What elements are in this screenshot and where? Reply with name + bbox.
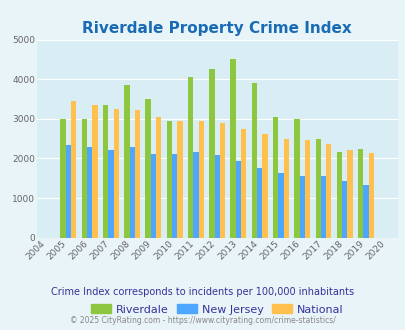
Bar [150, 154, 156, 238]
Bar [71, 101, 76, 238]
Bar [341, 182, 347, 238]
Bar [241, 129, 246, 238]
Bar [336, 152, 341, 238]
Bar [92, 105, 98, 238]
Bar [172, 154, 177, 238]
Bar [368, 153, 373, 238]
Bar [145, 99, 150, 238]
Bar [198, 121, 203, 238]
Bar [357, 148, 362, 238]
Bar [188, 77, 193, 238]
Bar [156, 117, 161, 238]
Bar [325, 144, 330, 238]
Bar [66, 145, 71, 238]
Bar [362, 185, 368, 238]
Bar [103, 105, 108, 238]
Bar [209, 69, 214, 238]
Bar [108, 150, 113, 238]
Text: © 2025 CityRating.com - https://www.cityrating.com/crime-statistics/: © 2025 CityRating.com - https://www.city… [70, 316, 335, 325]
Bar [294, 119, 299, 238]
Bar [256, 168, 262, 238]
Bar [220, 123, 225, 238]
Bar [166, 121, 172, 238]
Bar [124, 85, 129, 238]
Bar [235, 161, 241, 238]
Bar [251, 83, 256, 238]
Bar [304, 140, 309, 238]
Bar [60, 119, 66, 238]
Bar [193, 152, 198, 238]
Bar [320, 176, 325, 238]
Text: Crime Index corresponds to incidents per 100,000 inhabitants: Crime Index corresponds to incidents per… [51, 287, 354, 297]
Bar [272, 117, 278, 238]
Bar [177, 121, 182, 238]
Bar [347, 150, 352, 238]
Bar [87, 147, 92, 238]
Bar [283, 139, 288, 238]
Bar [134, 110, 140, 238]
Bar [278, 173, 283, 238]
Bar [230, 59, 235, 238]
Bar [129, 147, 134, 238]
Bar [81, 119, 87, 238]
Bar [113, 109, 119, 238]
Title: Riverdale Property Crime Index: Riverdale Property Crime Index [82, 21, 351, 36]
Legend: Riverdale, New Jersey, National: Riverdale, New Jersey, National [86, 300, 347, 319]
Bar [299, 176, 304, 238]
Bar [262, 134, 267, 238]
Bar [315, 139, 320, 238]
Bar [214, 155, 220, 238]
